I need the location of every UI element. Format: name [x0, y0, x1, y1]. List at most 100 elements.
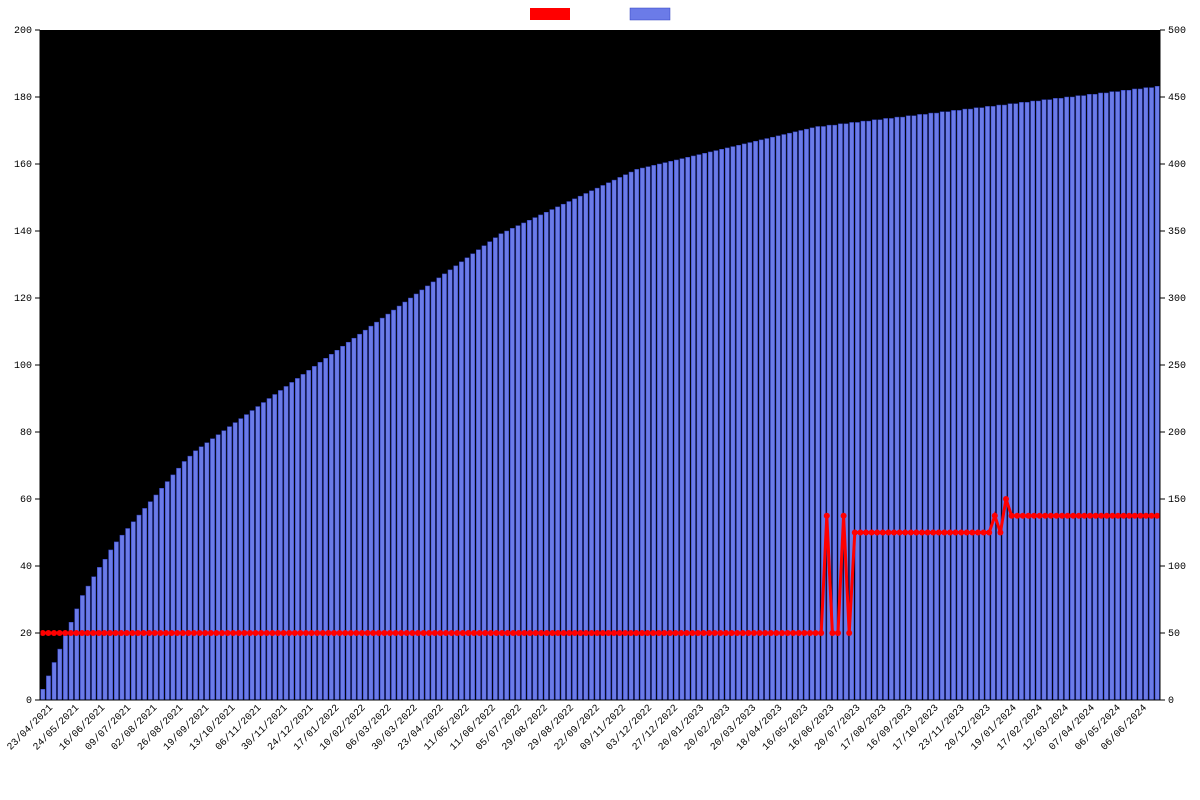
bar	[623, 175, 627, 700]
line-marker	[589, 630, 595, 636]
bar	[522, 223, 526, 700]
line-marker	[348, 630, 354, 636]
bar	[957, 110, 961, 700]
line-marker	[1137, 513, 1143, 519]
line-marker	[734, 630, 740, 636]
bar	[584, 193, 588, 700]
bar	[686, 157, 690, 700]
line-marker	[947, 530, 953, 536]
line-marker	[516, 630, 522, 636]
line-marker	[393, 630, 399, 636]
bar	[278, 390, 282, 700]
bar	[1008, 104, 1012, 700]
bar	[273, 394, 277, 700]
line-marker	[1070, 513, 1076, 519]
line-marker	[594, 630, 600, 636]
line-marker	[538, 630, 544, 636]
line-marker	[835, 630, 841, 636]
bar	[301, 374, 305, 700]
bar	[329, 354, 333, 700]
line-marker	[785, 630, 791, 636]
bar	[505, 231, 509, 700]
bar	[697, 155, 701, 700]
bar	[131, 522, 135, 700]
line-marker	[320, 630, 326, 636]
line-marker	[1009, 513, 1015, 519]
line-marker	[572, 630, 578, 636]
line-marker	[213, 630, 219, 636]
line-marker	[880, 530, 886, 536]
bar	[765, 139, 769, 700]
bar	[233, 423, 237, 700]
bar	[510, 228, 514, 700]
line-marker	[745, 630, 751, 636]
bar	[538, 215, 542, 700]
bar	[878, 120, 882, 700]
line-marker	[230, 630, 236, 636]
bar	[974, 108, 978, 700]
bar	[295, 378, 299, 700]
bar	[736, 145, 740, 700]
line-marker	[885, 530, 891, 536]
svg-text:50: 50	[1168, 629, 1180, 640]
line-marker	[639, 630, 645, 636]
bar	[533, 218, 537, 700]
bar	[171, 475, 175, 700]
line-marker	[135, 630, 141, 636]
svg-text:60: 60	[20, 495, 32, 506]
bar	[250, 411, 254, 700]
line-marker	[936, 530, 942, 536]
bar	[912, 116, 916, 700]
bar	[437, 278, 441, 700]
line-marker	[370, 630, 376, 636]
bar	[346, 342, 350, 700]
legend-swatch-line	[530, 8, 570, 20]
bar	[793, 132, 797, 700]
line-marker	[611, 630, 617, 636]
line-marker	[241, 630, 247, 636]
bar	[917, 114, 921, 700]
line-marker	[51, 630, 57, 636]
line-marker	[107, 630, 113, 636]
line-marker	[1098, 513, 1104, 519]
bar	[41, 689, 45, 700]
line-marker	[1059, 513, 1065, 519]
bar	[567, 202, 571, 700]
line-marker	[684, 630, 690, 636]
bar	[284, 386, 288, 700]
bar	[612, 180, 616, 700]
line-marker	[874, 530, 880, 536]
bar	[1144, 88, 1148, 700]
bar	[1065, 97, 1069, 700]
bar	[1036, 101, 1040, 700]
svg-text:450: 450	[1168, 93, 1186, 104]
bar	[414, 294, 418, 700]
line-marker	[325, 630, 331, 636]
bar	[92, 577, 96, 700]
bar	[1132, 89, 1136, 700]
bar	[867, 121, 871, 700]
line-marker	[1076, 513, 1082, 519]
bar	[889, 118, 893, 700]
line-marker	[908, 530, 914, 536]
line-marker	[1109, 513, 1115, 519]
bar	[980, 108, 984, 700]
bar	[1070, 97, 1074, 700]
line-marker	[331, 630, 337, 636]
line-marker	[460, 630, 466, 636]
bar	[244, 415, 248, 700]
bar	[143, 508, 147, 700]
bar	[1059, 98, 1063, 700]
line-marker	[992, 513, 998, 519]
line-marker	[269, 630, 275, 636]
line-marker	[818, 630, 824, 636]
line-marker	[90, 630, 96, 636]
bar	[708, 152, 712, 700]
bar	[86, 586, 90, 700]
bar	[725, 148, 729, 700]
line-marker	[925, 530, 931, 536]
bar	[861, 121, 865, 700]
bar	[216, 435, 220, 700]
bar	[680, 159, 684, 700]
bar	[80, 595, 84, 700]
